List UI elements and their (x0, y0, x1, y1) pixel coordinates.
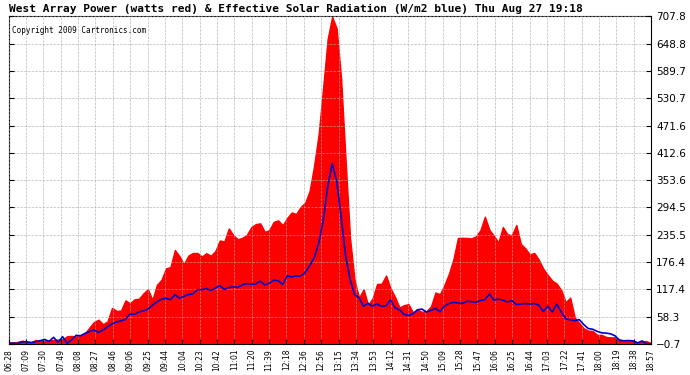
Text: Copyright 2009 Cartronics.com: Copyright 2009 Cartronics.com (12, 26, 146, 35)
Text: West Array Power (watts red) & Effective Solar Radiation (W/m2 blue) Thu Aug 27 : West Array Power (watts red) & Effective… (9, 4, 582, 14)
